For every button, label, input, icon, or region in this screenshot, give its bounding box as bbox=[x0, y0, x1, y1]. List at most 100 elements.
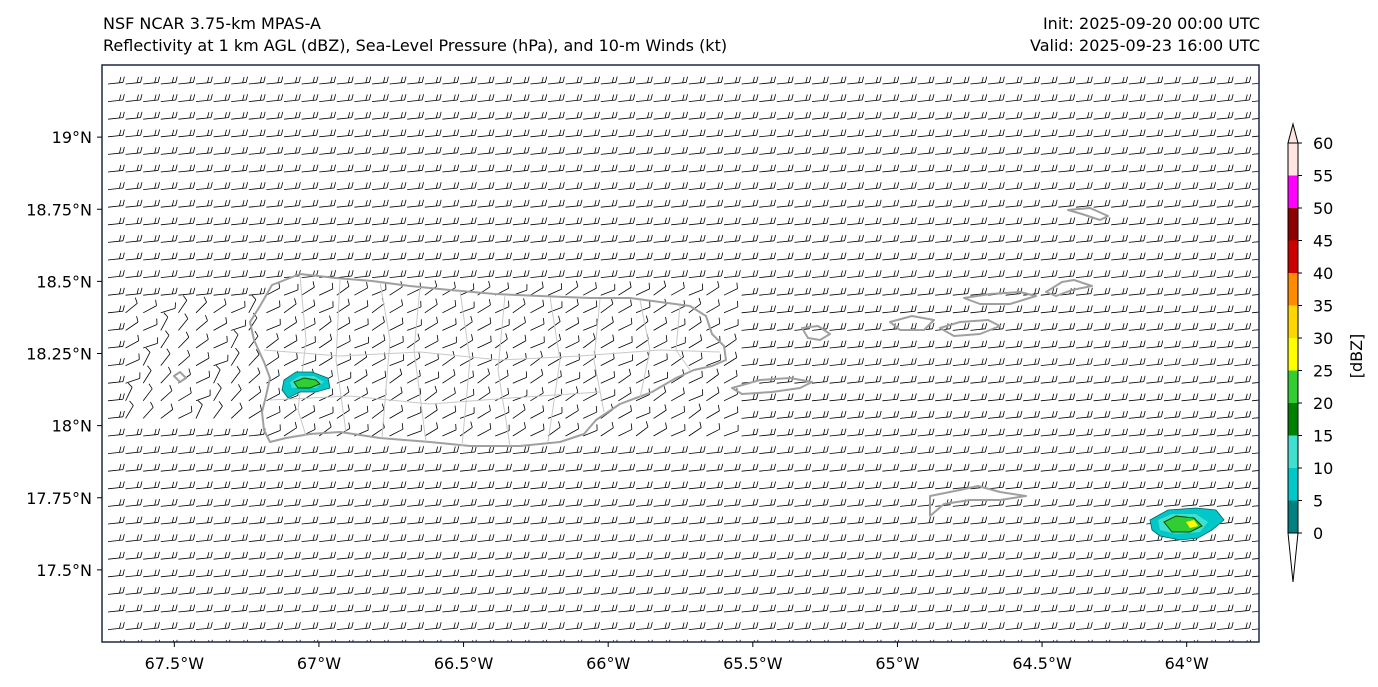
wind-barb bbox=[583, 481, 600, 490]
wind-barb bbox=[407, 94, 424, 102]
wind-barb bbox=[583, 94, 600, 102]
wind-barb bbox=[671, 164, 688, 173]
wind-barb bbox=[1128, 287, 1146, 296]
wind-barb bbox=[1075, 463, 1093, 472]
wind-barb bbox=[811, 76, 829, 85]
wind-barb bbox=[530, 94, 548, 102]
wind-barb bbox=[1111, 146, 1128, 155]
wind-barb bbox=[442, 199, 460, 208]
wind-barb bbox=[512, 551, 530, 560]
wind-barb bbox=[1181, 234, 1199, 243]
wind-barb bbox=[495, 182, 512, 190]
wind-barb bbox=[917, 410, 935, 419]
wind-barb bbox=[1005, 199, 1023, 208]
wind-barb bbox=[524, 639, 530, 642]
wind-barb bbox=[1128, 234, 1146, 243]
wind-barb bbox=[811, 586, 829, 595]
wind-barb bbox=[495, 146, 512, 155]
wind-barb bbox=[635, 622, 653, 630]
wind-barb bbox=[178, 182, 196, 190]
wind-barb bbox=[882, 129, 900, 138]
wind-barb bbox=[1251, 258, 1259, 261]
wind-barb bbox=[1146, 428, 1164, 437]
wind-barb bbox=[1128, 305, 1146, 314]
wind-barb bbox=[1199, 182, 1216, 190]
wind-barb bbox=[107, 551, 125, 560]
wind-barb bbox=[1111, 569, 1128, 578]
wind-barb bbox=[600, 270, 618, 278]
wind-barb bbox=[442, 446, 460, 454]
wind-barb bbox=[1199, 76, 1216, 85]
wind-barb bbox=[794, 446, 812, 454]
wind-barb bbox=[230, 402, 243, 419]
colorbar-swatch-5-10 bbox=[1288, 468, 1298, 501]
wind-barb bbox=[160, 463, 178, 472]
wind-barb bbox=[1216, 569, 1234, 578]
wind-barb bbox=[970, 393, 988, 402]
tortola-coastline bbox=[963, 291, 1037, 305]
wind-barb bbox=[1058, 446, 1076, 454]
wind-barb bbox=[847, 551, 864, 560]
wind-barb bbox=[160, 586, 178, 595]
wind-barb bbox=[829, 604, 847, 613]
wind-barb bbox=[864, 164, 882, 173]
wind-barb bbox=[278, 639, 284, 642]
wind-barb bbox=[829, 481, 847, 490]
wind-barb bbox=[1146, 604, 1164, 613]
wind-barb bbox=[160, 234, 178, 243]
wind-barb bbox=[882, 270, 900, 278]
lat-tick-label: 19°N bbox=[52, 128, 92, 147]
wind-barb bbox=[372, 657, 388, 664]
wind-barb bbox=[811, 234, 829, 243]
wind-barb bbox=[442, 423, 457, 437]
wind-barb bbox=[143, 318, 158, 331]
wind-barb bbox=[495, 534, 512, 542]
wind-barb bbox=[407, 300, 422, 314]
wind-barb bbox=[248, 385, 262, 402]
wind-barb bbox=[970, 604, 988, 613]
wind-barb bbox=[336, 164, 354, 173]
wind-barb bbox=[107, 146, 125, 155]
wind-barb bbox=[1023, 164, 1040, 173]
wind-barb bbox=[1216, 340, 1234, 349]
wind-barb bbox=[178, 516, 196, 525]
wind-barb bbox=[424, 146, 442, 155]
wind-barb bbox=[864, 569, 882, 578]
wind-barb bbox=[741, 498, 759, 507]
wind-barb bbox=[1111, 622, 1128, 630]
wind-barb bbox=[530, 182, 548, 190]
wind-barb bbox=[1040, 305, 1058, 314]
wind-barb bbox=[864, 199, 882, 208]
mona-island-coastline bbox=[173, 371, 187, 383]
wind-barb bbox=[1163, 94, 1181, 102]
wind-barb bbox=[1058, 270, 1076, 278]
wind-barb bbox=[1023, 217, 1040, 226]
wind-barb bbox=[1181, 270, 1199, 278]
wind-barb bbox=[477, 463, 495, 472]
wind-barb bbox=[1111, 111, 1128, 120]
wind-barb bbox=[688, 76, 706, 85]
wind-barb bbox=[1146, 657, 1162, 664]
wind-barb bbox=[1216, 146, 1234, 155]
wind-barb bbox=[935, 146, 952, 155]
wind-barb bbox=[565, 280, 579, 296]
wind-barb bbox=[970, 358, 988, 366]
wind-barb bbox=[1005, 340, 1023, 349]
wind-barb bbox=[1158, 639, 1164, 642]
wind-barb bbox=[512, 622, 530, 630]
wind-barb bbox=[759, 463, 776, 472]
wind-barb bbox=[618, 217, 636, 226]
wind-barb bbox=[560, 639, 565, 642]
wind-barb bbox=[1251, 540, 1259, 542]
wind-barb bbox=[899, 622, 917, 630]
wind-barb bbox=[829, 534, 847, 542]
wind-barb bbox=[530, 146, 548, 155]
wind-barb bbox=[1216, 305, 1234, 314]
wind-barb bbox=[319, 129, 336, 138]
wind-barb bbox=[618, 111, 636, 120]
wind-barb bbox=[600, 463, 618, 472]
wind-barb bbox=[266, 498, 284, 507]
wind-barb bbox=[741, 428, 759, 437]
wind-barb bbox=[618, 281, 632, 296]
wind-barb bbox=[442, 498, 460, 507]
